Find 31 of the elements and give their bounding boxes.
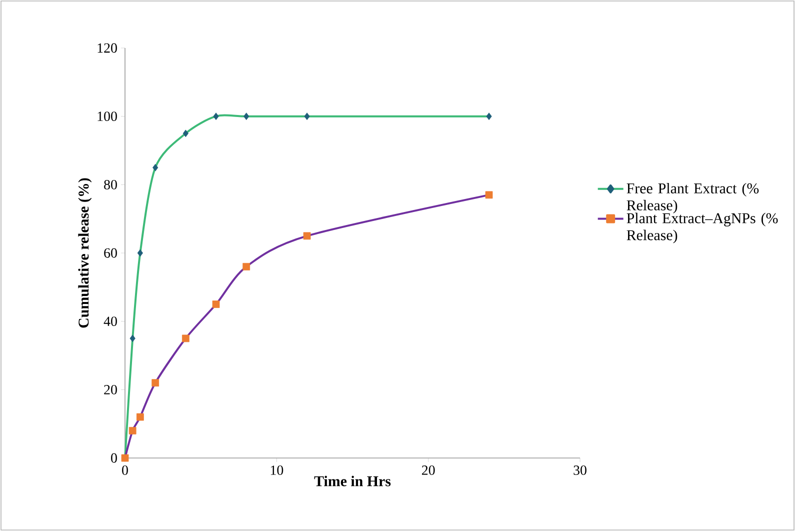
point: [152, 164, 158, 172]
point: [244, 112, 250, 120]
x-tick-label: 10: [270, 466, 284, 475]
point: [152, 379, 160, 387]
y-tick-label: 0: [111, 453, 117, 463]
y-tick-label: 40: [104, 316, 117, 326]
y-tick-label: 100: [98, 112, 117, 122]
point: [130, 334, 136, 342]
legend-label: Plant Extract–AgNPs (% Release): [626, 212, 778, 244]
point: [212, 300, 220, 308]
point: [304, 112, 310, 120]
point: [242, 262, 250, 270]
point: [486, 112, 492, 120]
y-tick-label: 60: [104, 248, 117, 258]
point: [303, 232, 311, 240]
x-tick-label: 30: [574, 466, 586, 475]
point: [136, 413, 144, 421]
point: [137, 249, 143, 257]
point: [485, 191, 493, 199]
y-tick-label: 20: [104, 384, 117, 394]
x-tick-label: 20: [422, 466, 435, 475]
y-axis-title: Cumulative release (%): [78, 178, 92, 328]
x-axis-title: Time in Hrs: [314, 476, 391, 486]
point: [128, 426, 136, 434]
legend-label: Free Plant Extract (% Release): [626, 182, 759, 214]
point: [182, 334, 190, 342]
y-tick-label: 80: [104, 180, 117, 190]
point: [213, 112, 219, 120]
point: [182, 130, 188, 138]
x-tick-label: 0: [122, 466, 128, 475]
y-tick-label: 120: [98, 43, 117, 53]
